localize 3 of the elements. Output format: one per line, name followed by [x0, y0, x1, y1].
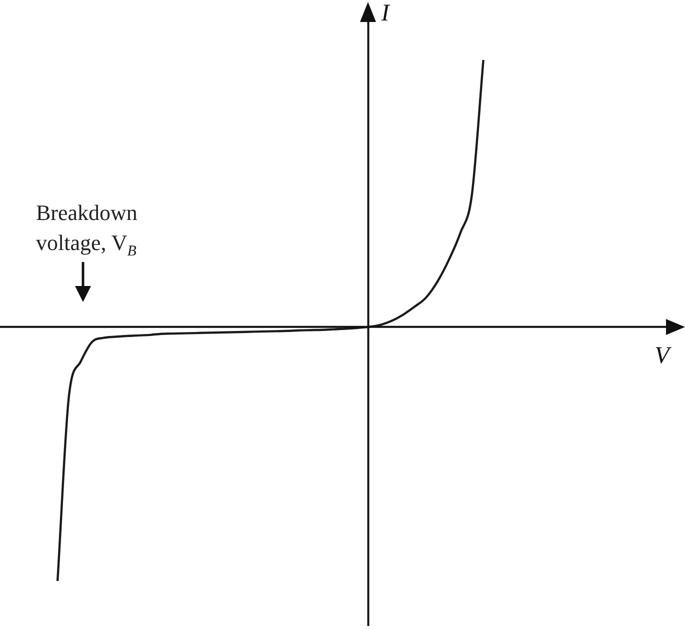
x-axis-title: V	[654, 343, 672, 370]
annotation: Breakdown voltage, V$_{B}$	[36, 199, 138, 262]
y-axis-title: I	[380, 0, 390, 26]
